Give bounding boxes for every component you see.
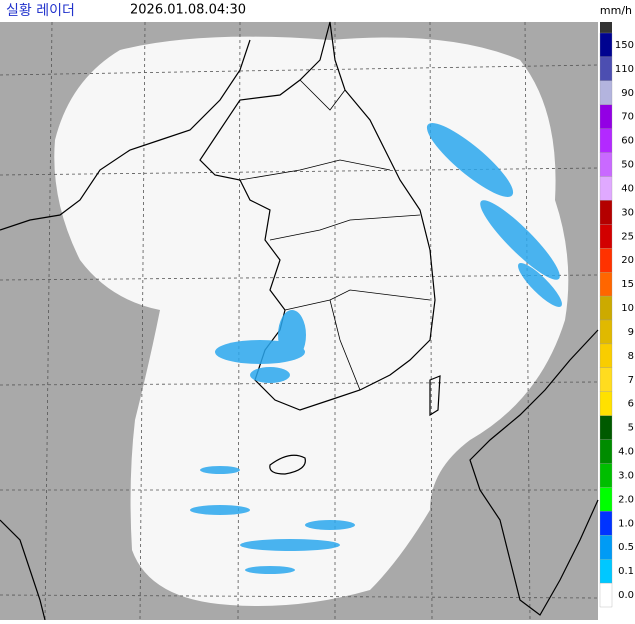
legend-band — [599, 391, 613, 416]
legend-label: 20 — [621, 255, 634, 266]
legend-label: 70 — [621, 112, 634, 123]
legend-label: 90 — [621, 88, 634, 99]
legend-band-top — [600, 22, 612, 33]
legend-band — [599, 176, 613, 201]
legend-label: 5 — [628, 423, 634, 434]
legend-label: 30 — [621, 207, 634, 218]
legend-band — [599, 582, 613, 608]
legend-label: 6 — [628, 399, 634, 410]
legend-band — [599, 80, 613, 105]
coastlines — [0, 21, 599, 621]
legend-band — [599, 32, 613, 58]
legend-band — [599, 295, 613, 321]
legend-label: 2.0 — [618, 494, 634, 505]
province-borders — [239, 79, 431, 391]
legend-band — [599, 511, 613, 536]
legend-band — [599, 200, 613, 225]
legend-band — [599, 487, 613, 512]
legend-label: 25 — [621, 231, 634, 242]
legend-band — [599, 56, 613, 81]
legend-label: 50 — [621, 160, 634, 171]
legend-label: 1.0 — [618, 518, 634, 529]
legend-label: 7 — [628, 375, 634, 386]
legend-band — [599, 415, 613, 440]
legend-label: 40 — [621, 183, 634, 194]
legend-label: 110 — [615, 64, 634, 75]
map — [0, 21, 599, 621]
legend-label: 4.0 — [618, 447, 634, 458]
title: 실황 레이더 — [6, 3, 75, 19]
legend-band — [599, 248, 613, 273]
legend: 150 110 90 70 60 50 40 30 25 20 15 10 9 8 7 6 5 4.0 3.0 2.0… — [599, 22, 634, 608]
legend-label: 3.0 — [618, 470, 634, 481]
legend-band — [599, 272, 613, 297]
legend-band — [599, 439, 613, 464]
precipitation — [190, 123, 562, 574]
legend-band — [599, 535, 613, 560]
legend-label: 0.5 — [618, 542, 634, 553]
legend-band — [599, 152, 613, 177]
legend-label: 0.0 — [618, 590, 634, 601]
legend-band — [599, 128, 613, 153]
legend-label: 9 — [628, 327, 634, 338]
legend-label: 150 — [615, 40, 634, 51]
legend-band — [599, 104, 613, 129]
legend-band — [599, 367, 613, 392]
legend-label: 15 — [621, 279, 634, 290]
legend-band — [599, 559, 613, 584]
legend-label: 60 — [621, 136, 634, 147]
unit: mm/h — [600, 4, 632, 17]
legend-band — [599, 343, 613, 368]
legend-band — [599, 463, 613, 488]
legend-band — [599, 319, 613, 345]
legend-label: 10 — [621, 303, 634, 314]
legend-label: 8 — [628, 351, 634, 362]
timestamp: 2026.01.08.04:30 — [130, 3, 246, 18]
legend-label: 0.1 — [618, 566, 634, 577]
radar-coverage — [54, 36, 569, 606]
legend-band — [599, 224, 613, 249]
